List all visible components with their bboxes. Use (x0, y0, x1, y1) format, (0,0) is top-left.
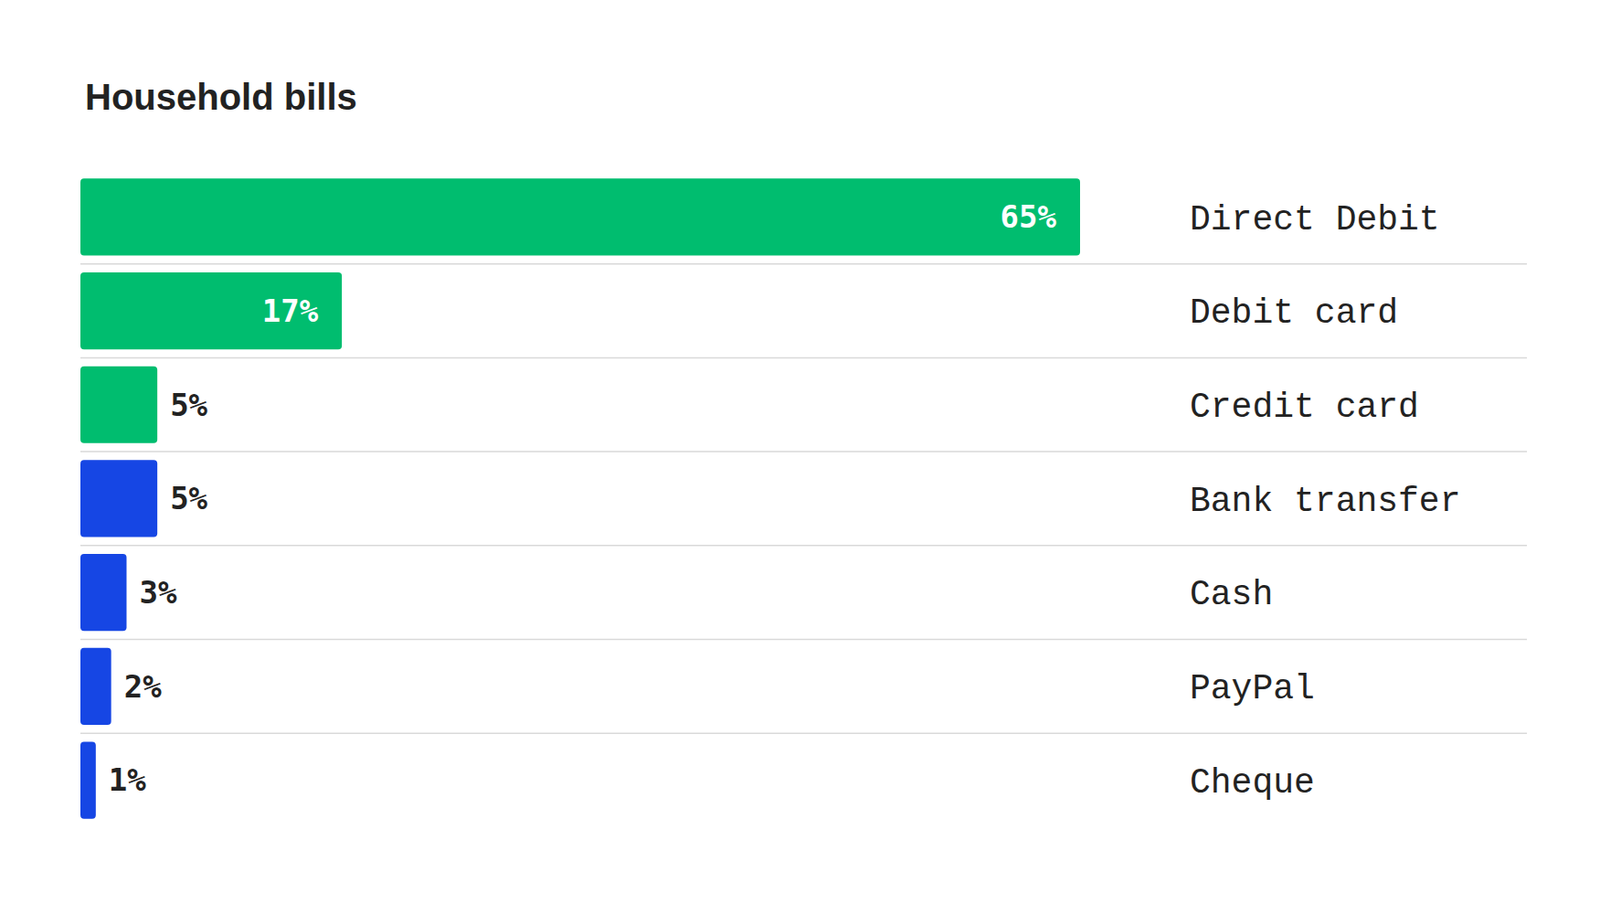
category-label: Bank transfer (1189, 481, 1461, 521)
data-label: 2% (124, 667, 162, 705)
data-label: 5% (169, 386, 208, 424)
bar (80, 459, 158, 537)
category-label: Cheque (1189, 762, 1315, 803)
bar (80, 553, 127, 631)
data-label: 5% (169, 479, 208, 517)
bar (80, 272, 342, 350)
category-label: PayPal (1189, 668, 1315, 709)
bar (80, 647, 112, 725)
bar (80, 178, 1081, 255)
category-label: Cash (1189, 574, 1273, 615)
row-separator (80, 450, 1527, 453)
row-separator (80, 357, 1527, 360)
chart: Household bills 65% 17% 5% 5% 3% 2% 1% Direct De… (0, 0, 1600, 915)
row-separator (80, 263, 1527, 265)
category-label: Credit card (1189, 387, 1420, 427)
category-labels: Direct Debit Debit card Credit card Bank tr… (1189, 200, 1461, 803)
category-label: Direct Debit (1189, 200, 1441, 240)
bar (80, 741, 96, 818)
title: Household bills (84, 76, 358, 117)
bar (80, 366, 158, 444)
data-label: 17% (262, 292, 319, 329)
data-label: 1% (108, 761, 147, 798)
bars (80, 178, 1081, 818)
row-separator (80, 544, 1527, 547)
data-label: 3% (138, 573, 177, 611)
row-separator (80, 638, 1527, 641)
data-labels: 65% 17% 5% 5% 3% 2% 1% (108, 198, 1058, 798)
category-label: Debit card (1189, 293, 1399, 333)
row-separator (80, 731, 1527, 734)
data-label: 65% (1000, 198, 1058, 235)
separators (80, 264, 1527, 734)
